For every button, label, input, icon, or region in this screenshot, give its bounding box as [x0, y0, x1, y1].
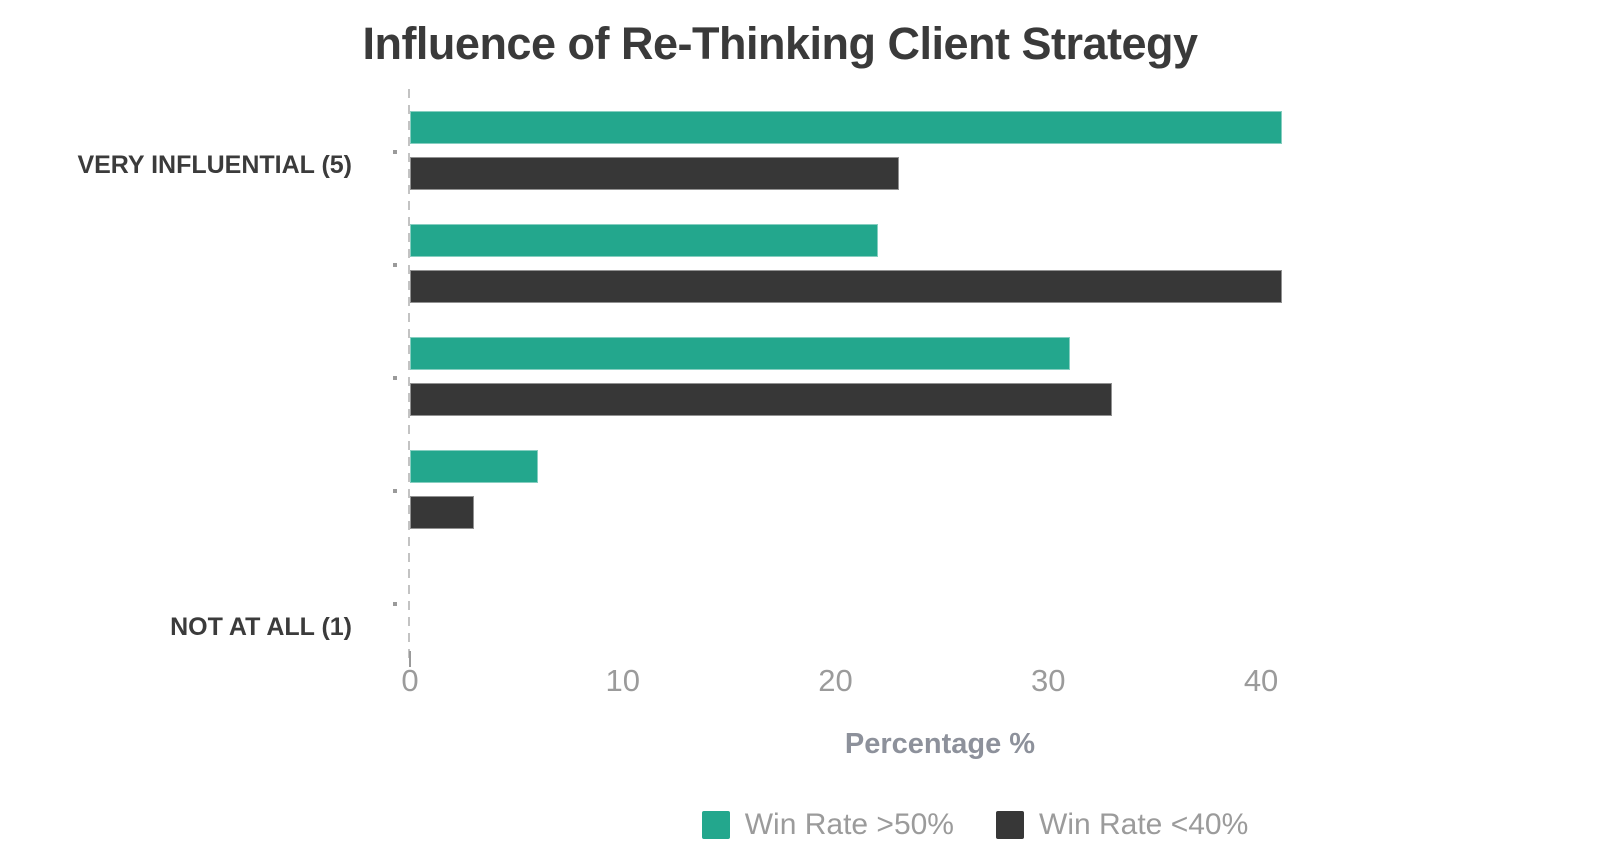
bar-winrate-gt50-rating-2 [410, 450, 538, 483]
legend-label-winrate-gt50: Win Rate >50% [744, 808, 954, 841]
legend-swatch-winrate-lt40 [996, 811, 1024, 839]
category-band-1 [410, 547, 1410, 660]
bar-winrate-lt40-rating-4 [410, 270, 1283, 303]
category-tick-dot-1 [393, 601, 397, 606]
bar-winrate-gt50-rating-3 [410, 337, 1070, 370]
y-axis-label-not-at-all: NOT AT ALL (1) [170, 613, 352, 641]
plot-area [393, 89, 1410, 665]
x-axis-title: Percentage % [844, 728, 1036, 760]
category-tick-dot-2 [393, 488, 397, 493]
x-axis-ticks: 0 10 20 30 40 [401, 651, 1410, 704]
x-tick-label-40: 40 [1243, 663, 1279, 698]
category-band-4 [410, 208, 1410, 321]
bar-winrate-lt40-rating-3 [410, 383, 1113, 416]
category-tick-dot-3 [393, 375, 397, 380]
x-tick-label-0: 0 [401, 663, 419, 698]
x-tick-label-10: 10 [605, 663, 641, 698]
bar-winrate-lt40-rating-2 [410, 496, 474, 529]
y-axis-line [408, 89, 410, 665]
bar-winrate-gt50-rating-5 [410, 111, 1283, 144]
legend: Win Rate >50% Win Rate <40% [410, 808, 1540, 842]
x-tick-label-30: 30 [1031, 663, 1066, 698]
bar-winrate-lt40-rating-5 [410, 157, 900, 190]
legend-item-winrate-gt50: Win Rate >50% [701, 808, 954, 842]
legend-swatch-winrate-gt50 [701, 811, 730, 839]
category-tick-dot-4 [393, 262, 397, 267]
category-band-5 [410, 95, 1410, 208]
category-band-3 [410, 321, 1410, 434]
bar-winrate-gt50-rating-4 [410, 224, 879, 257]
chart-title: Influence of Re-Thinking Client Strategy [362, 18, 1198, 69]
x-axis-zero-tick [409, 651, 411, 667]
legend-item-winrate-lt40: Win Rate <40% [996, 808, 1248, 842]
legend-label-winrate-lt40: Win Rate <40% [1039, 808, 1249, 841]
x-tick-label-20: 20 [818, 663, 853, 698]
category-band-2 [410, 434, 1410, 547]
category-tick-dot-5 [393, 149, 397, 154]
y-axis-label-very-influential: VERY INFLUENTIAL (5) [77, 151, 352, 179]
